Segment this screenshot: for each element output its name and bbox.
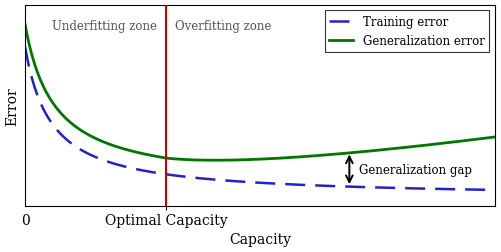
Training error xyxy=(229,180,235,183)
Generalization error xyxy=(212,159,218,162)
Training error xyxy=(22,46,28,49)
Line: Generalization error: Generalization error xyxy=(25,26,495,161)
Training error xyxy=(492,189,498,192)
Generalization error xyxy=(492,136,498,139)
Text: Underfitting zone: Underfitting zone xyxy=(52,20,157,33)
Generalization error xyxy=(397,147,403,150)
Generalization error xyxy=(229,159,235,162)
Training error xyxy=(345,185,351,188)
Training error xyxy=(389,186,395,190)
Line: Training error: Training error xyxy=(25,48,495,190)
Training error xyxy=(212,178,218,181)
Legend: Training error, Generalization error: Training error, Generalization error xyxy=(325,11,489,53)
Y-axis label: Error: Error xyxy=(6,86,20,125)
Text: Generalization gap: Generalization gap xyxy=(359,163,472,176)
Generalization error xyxy=(212,159,218,162)
Generalization error xyxy=(22,24,28,27)
X-axis label: Capacity: Capacity xyxy=(229,233,291,246)
Training error xyxy=(70,144,76,147)
Generalization error xyxy=(389,148,395,151)
Generalization error xyxy=(345,152,351,155)
Text: Overfitting zone: Overfitting zone xyxy=(175,20,272,33)
Generalization error xyxy=(70,124,76,127)
Training error xyxy=(397,187,403,190)
